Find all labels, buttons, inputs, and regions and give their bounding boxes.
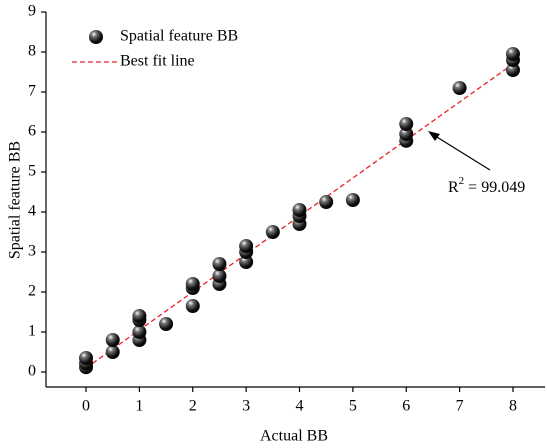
y-axis-title: Spatial feature BB [7,141,24,259]
point [265,225,280,239]
point [212,269,227,283]
arrow-head [428,131,440,141]
legend-label: Spatial feature BB [120,28,238,45]
x-tick-label: 2 [189,398,197,415]
point [212,257,227,271]
annotation: R2 = 99.049 [448,175,525,196]
y-tick-label: 6 [28,123,36,140]
x-tick-label: 5 [349,398,357,415]
y-tick-label: 7 [28,83,36,100]
legend-marker [89,30,103,44]
point [452,81,467,95]
point [185,299,200,313]
point [105,333,120,347]
x-tick-label: 3 [242,398,250,415]
point [399,117,414,131]
annotation-sup: 2 [459,175,465,187]
point [319,195,334,209]
x-tick-label: 7 [456,398,464,415]
point [105,345,120,359]
point [132,309,147,323]
point [185,277,200,291]
fit-line [85,63,514,369]
y-tick-label: 3 [28,243,36,260]
y-tick-label: 8 [28,43,36,60]
y-tick-label: 1 [28,323,36,340]
point [505,47,520,61]
point [132,325,147,339]
legend-label: Best fit line [120,53,195,70]
point [239,239,254,253]
x-axis-title: Actual BB [260,428,328,445]
point [292,203,307,217]
y-tick-label: 2 [28,283,36,300]
annotation-base: R [448,179,459,196]
point [399,127,414,141]
x-tick-label: 8 [509,398,517,415]
point [239,255,254,269]
x-tick-label: 1 [135,398,143,415]
annotation-text: = 99.049 [464,179,525,196]
point [505,63,520,77]
x-tick-label: 6 [402,398,410,415]
annotation-arrow [431,133,491,171]
y-tick-label: 0 [28,363,36,380]
point [79,351,94,365]
y-tick-label: 5 [28,163,36,180]
point [345,193,360,207]
point [159,317,174,331]
y-tick-label: 9 [28,3,36,20]
y-tick-label: 4 [28,203,36,220]
x-tick-label: 4 [296,398,304,415]
x-tick-label: 0 [82,398,90,415]
